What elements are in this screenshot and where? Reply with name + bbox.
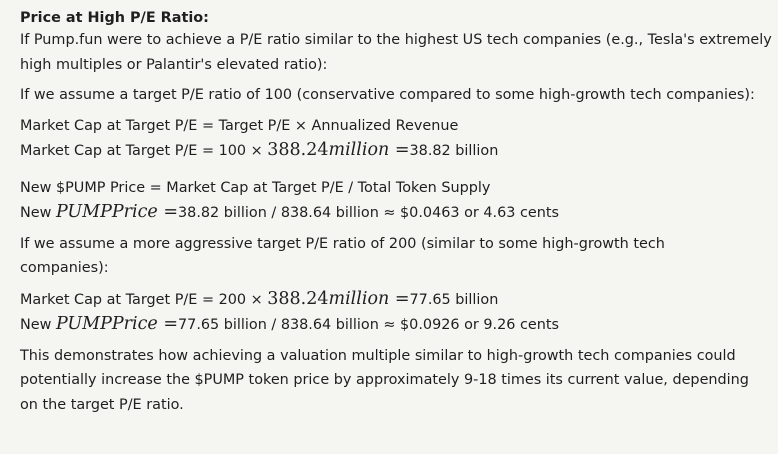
price-formula: New $PUMP Price = Market Cap at Target P…	[20, 179, 491, 196]
scenario1-price: New $PUMP Price = Market Cap at Target P…	[20, 176, 758, 226]
scenario1-market-cap: Market Cap at Target P/E = Target P/E × …	[20, 114, 758, 164]
conclusion-paragraph: This demonstrates how achieving a valuat…	[20, 344, 758, 418]
intro-line-1: If Pump.fun were to achieve a P/E ratio …	[20, 32, 772, 48]
conclusion-line-2: potentially increase the $PUMP token pri…	[20, 372, 749, 388]
math-expression: 388.24million =	[267, 140, 410, 160]
conclusion-line-3: on the target P/E ratio.	[20, 396, 184, 413]
scenario1-assumption: If we assume a target P/E ratio of 100 (…	[20, 87, 755, 103]
conclusion-line-1: This demonstrates how achieving a valuat…	[20, 347, 736, 364]
intro-line-2: high multiples or Palantir's elevated ra…	[20, 56, 328, 73]
scenario1-price-calc: New PUMPPrice =38.82 billion / 838.64 bi…	[20, 202, 560, 222]
math-expression: PUMPPrice =	[55, 202, 179, 222]
section-heading: Price at High P/E Ratio:	[20, 10, 209, 26]
scenario2-calc: Market Cap at Target P/E = 200 × 388.24m…	[20, 287, 758, 338]
scenario2-assumption: If we assume a more aggressive target P/…	[20, 235, 665, 277]
scenario1-market-cap-calc: Market Cap at Target P/E = 100 × 388.24m…	[20, 140, 499, 160]
intro-paragraph: If Pump.fun were to achieve a P/E ratio …	[20, 28, 772, 77]
scenario2-market-cap-calc: Market Cap at Target P/E = 200 × 388.24m…	[20, 288, 499, 309]
scenario2-price-calc: New PUMPPrice =77.65 billion / 838.64 bi…	[20, 314, 560, 334]
math-expression: PUMPPrice =	[55, 314, 179, 334]
market-cap-formula: Market Cap at Target P/E = Target P/E × …	[20, 117, 459, 134]
math-expression: 388.24million =	[267, 288, 410, 309]
